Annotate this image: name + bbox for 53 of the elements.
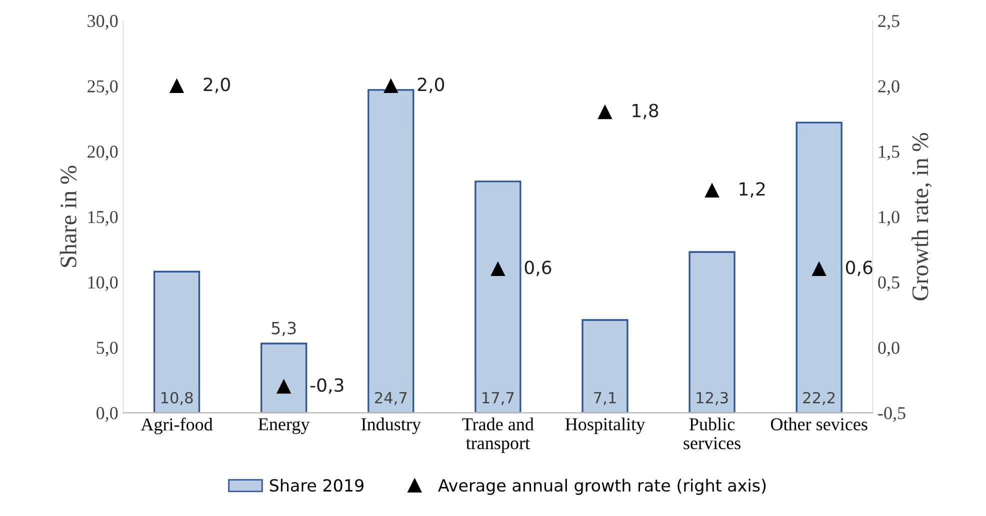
bar <box>688 251 736 413</box>
bar <box>153 270 200 413</box>
y-tick-label: 0,0 <box>96 407 118 422</box>
data-label: 10,8 <box>161 392 193 406</box>
bar <box>582 319 628 413</box>
point <box>384 79 398 93</box>
point <box>812 262 826 276</box>
data-label: 2,0 <box>204 78 230 94</box>
y-axis-title: Share in % <box>60 166 77 267</box>
data-label: 1,2 <box>740 182 765 198</box>
x-tick-label: Energy <box>258 418 310 434</box>
bar <box>260 342 308 413</box>
x-tick-label: Hospitality <box>565 418 646 434</box>
y-tick-label: 20,0 <box>88 146 118 160</box>
data-label: 0,6 <box>846 260 872 276</box>
bar <box>368 89 414 413</box>
y2-tick-label: 2,5 <box>878 14 900 30</box>
data-label: 1,8 <box>632 104 658 120</box>
data-label: -0,3 <box>310 378 344 394</box>
bar <box>796 122 842 413</box>
y2-tick-label: 0,5 <box>878 276 900 292</box>
data-label: 22,2 <box>803 392 835 406</box>
legend-label: Share 2019 <box>270 478 364 492</box>
y2-tick-label: 1,0 <box>879 210 900 226</box>
point <box>170 79 184 93</box>
point <box>705 184 719 198</box>
x-tick-label: Public services <box>684 418 740 450</box>
bar <box>474 180 522 413</box>
x-tick-label: Trade and transport <box>462 418 534 453</box>
y2-axis-title: Growth rate, in % <box>912 132 932 300</box>
y-tick-label: 5,0 <box>96 342 118 356</box>
y-tick-label: 25,0 <box>88 80 118 96</box>
y2-tick-label: 2,0 <box>878 80 900 96</box>
data-label: 5,3 <box>272 322 296 336</box>
point <box>276 380 291 394</box>
y-tick-label: 10,0 <box>88 276 118 292</box>
y-tick-label: 30,0 <box>88 14 118 30</box>
data-label: 0,6 <box>524 260 552 276</box>
y2-tick-label: 1,5 <box>879 146 900 160</box>
data-label: 7,1 <box>594 392 616 406</box>
point <box>490 262 505 276</box>
data-label: 12,3 <box>696 392 728 406</box>
y2-tick-label: 0,0 <box>878 342 900 356</box>
y-tick-label: 15,0 <box>88 210 118 226</box>
legend-label: Average annual growth rate (right axis) <box>438 478 766 495</box>
point <box>598 105 612 120</box>
x-tick-label: Other sevices <box>770 418 868 430</box>
data-label: 24,7 <box>374 392 407 406</box>
x-tick-label: Agri-food <box>140 418 213 434</box>
y2-tick-label: -0,5 <box>878 407 906 422</box>
data-label: 17,7 <box>482 392 514 406</box>
x-tick-label: Industry <box>361 418 421 434</box>
data-label: 2,0 <box>418 78 444 94</box>
